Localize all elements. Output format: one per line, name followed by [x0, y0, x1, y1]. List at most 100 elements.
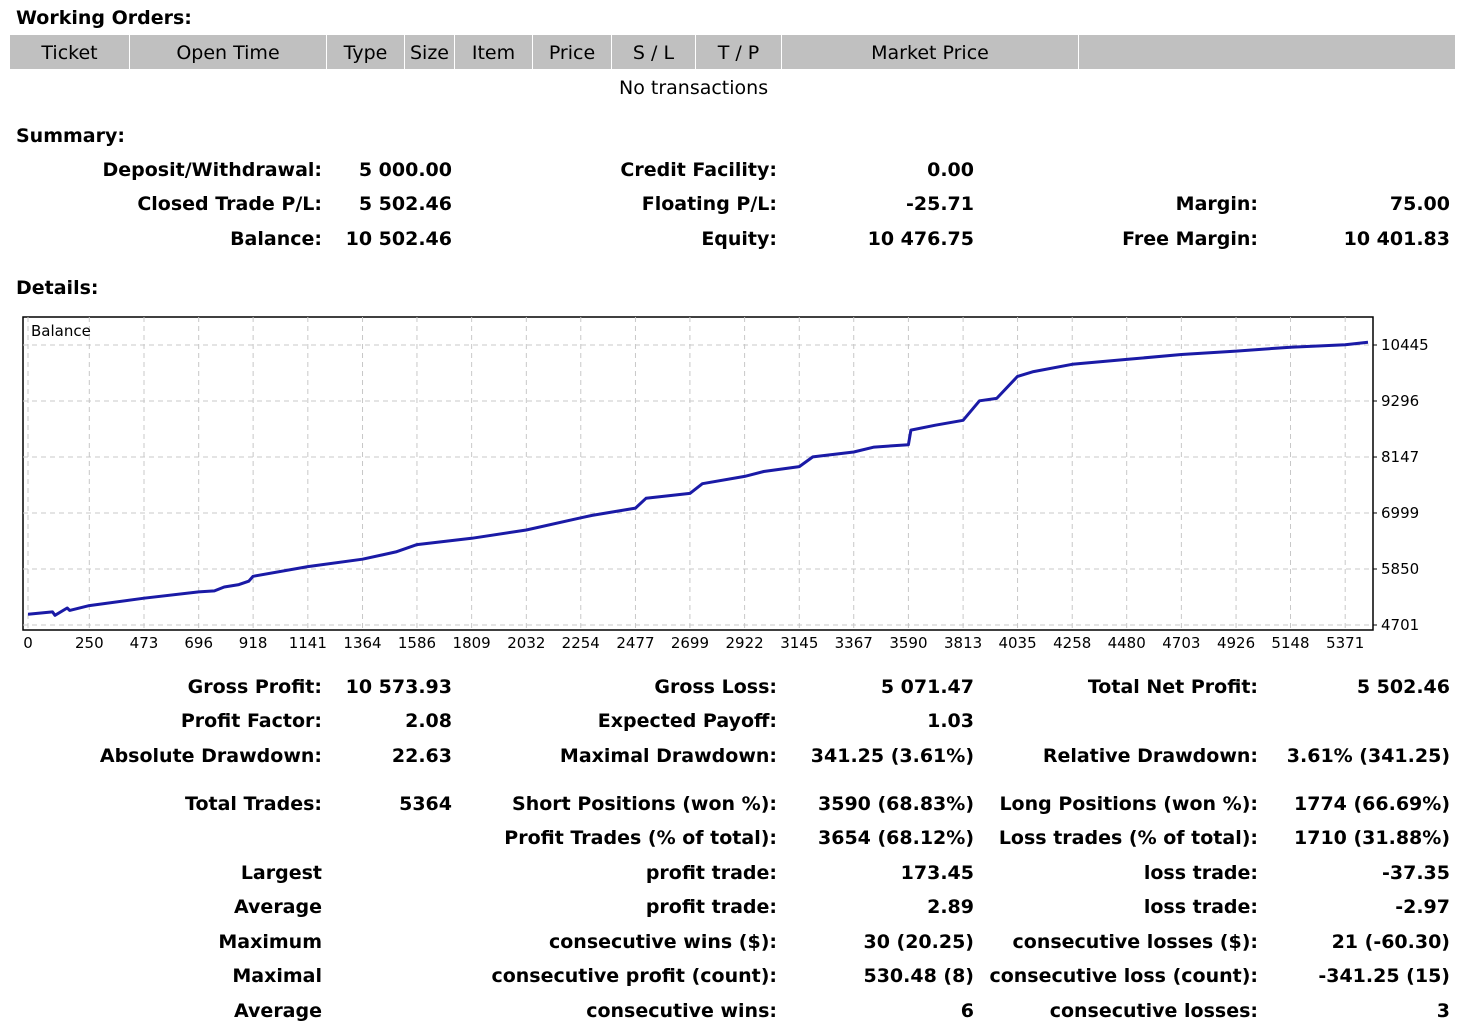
x-tick-label: 3813 [944, 634, 982, 652]
stat-value: -25.71 [906, 193, 974, 215]
x-tick-label: 3590 [889, 634, 927, 652]
stat-value: 6 [960, 1000, 974, 1022]
stat-label: Balance: [230, 228, 322, 250]
orders-col-header: Price [533, 35, 612, 69]
x-tick-label: 1586 [398, 634, 436, 652]
stat-label: Maximal Drawdown: [559, 745, 777, 767]
x-tick-label: 1141 [289, 634, 327, 652]
stat-label: consecutive profit (count): [491, 965, 777, 987]
stat-value: -2.97 [1395, 896, 1450, 918]
stat-value: -37.35 [1382, 862, 1450, 884]
stat-value: 22.63 [391, 745, 452, 767]
summary-title: Summary: [16, 125, 125, 147]
x-tick-label: 2477 [616, 634, 654, 652]
y-tick-label: 5850 [1381, 560, 1419, 578]
stat-label: Profit Trades (% of total): [504, 827, 777, 849]
stat-label: Credit Facility: [620, 159, 777, 181]
stat-value: 21 (-60.30) [1331, 931, 1450, 953]
working-orders-title: Working Orders: [16, 7, 192, 29]
x-tick-label: 4926 [1217, 634, 1255, 652]
stat-label: Floating P/L: [641, 193, 777, 215]
orders-col-header [1079, 35, 1456, 69]
chart-frame [22, 316, 1374, 631]
x-tick-label: 2032 [507, 634, 545, 652]
stat-value: 3654 (68.12%) [818, 827, 974, 849]
chart-title: Balance [31, 322, 91, 340]
stat-value: 30 (20.25) [863, 931, 974, 953]
x-tick-label: 4035 [998, 634, 1036, 652]
x-tick-label: 4703 [1162, 634, 1200, 652]
stat-value: 5 071.47 [880, 676, 974, 698]
stat-value: 173.45 [900, 862, 974, 884]
stat-label: consecutive loss (count): [989, 965, 1258, 987]
y-tick-label: 8147 [1381, 448, 1419, 466]
orders-col-header: Type [327, 35, 405, 69]
y-tick-label: 4701 [1381, 616, 1419, 634]
stat-label: consecutive wins: [586, 1000, 777, 1022]
x-tick-label: 2922 [726, 634, 764, 652]
stat-label: Gross Loss: [654, 676, 777, 698]
stat-value: 5 502.46 [1356, 676, 1450, 698]
orders-col-header: Market Price [782, 35, 1079, 69]
stat-label: Margin: [1175, 193, 1258, 215]
stat-label: Average [234, 896, 322, 918]
no-transactions-text: No transactions [619, 77, 769, 99]
stat-value: 3590 (68.83%) [818, 793, 974, 815]
orders-col-header: Size [405, 35, 455, 69]
stat-value: 341.25 (3.61%) [810, 745, 974, 767]
orders-col-header: T / P [696, 35, 782, 69]
stat-label: Total Net Profit: [1087, 676, 1258, 698]
stat-value: -341.25 (15) [1318, 965, 1450, 987]
stat-label: loss trade: [1143, 862, 1258, 884]
stat-value: 5 502.46 [358, 193, 452, 215]
orders-col-header: S / L [612, 35, 696, 69]
orders-col-header: Ticket [10, 35, 130, 69]
stat-value: 10 502.46 [345, 228, 452, 250]
stat-label: Relative Drawdown: [1042, 745, 1258, 767]
x-tick-label: 4258 [1053, 634, 1091, 652]
x-tick-label: 4480 [1108, 634, 1146, 652]
x-tick-label: 3367 [835, 634, 873, 652]
stat-value: 0.00 [927, 159, 974, 181]
stat-label: loss trade: [1143, 896, 1258, 918]
stat-label: consecutive losses ($): [1012, 931, 1259, 953]
stat-value: 530.48 (8) [863, 965, 974, 987]
stat-label: consecutive wins ($): [548, 931, 777, 953]
stat-value: 3 [1436, 1000, 1450, 1022]
x-tick-label: 918 [239, 634, 268, 652]
stat-label: Absolute Drawdown: [99, 745, 322, 767]
stat-value: 1.03 [927, 710, 974, 732]
x-tick-label: 5148 [1271, 634, 1309, 652]
x-tick-label: 696 [184, 634, 213, 652]
stat-label: Deposit/Withdrawal: [102, 159, 322, 181]
stat-label: Largest [240, 862, 322, 884]
stat-value: 75.00 [1389, 193, 1450, 215]
stat-value: 10 401.83 [1343, 228, 1450, 250]
stat-label: Total Trades: [185, 793, 322, 815]
stat-value: 2.89 [927, 896, 974, 918]
stat-label: Closed Trade P/L: [137, 193, 322, 215]
details-title: Details: [16, 277, 99, 299]
stat-value: 1774 (66.69%) [1294, 793, 1450, 815]
y-tick-label: 10445 [1381, 336, 1429, 354]
x-tick-label: 0 [23, 634, 33, 652]
stat-value: 10 476.75 [867, 228, 974, 250]
stat-label: consecutive losses: [1049, 1000, 1258, 1022]
x-tick-label: 1809 [453, 634, 491, 652]
stat-label: Profit Factor: [180, 710, 322, 732]
orders-col-header: Item [455, 35, 533, 69]
stat-value: 2.08 [405, 710, 452, 732]
stat-label: Gross Profit: [187, 676, 322, 698]
stat-label: Long Positions (won %): [999, 793, 1258, 815]
orders-col-header: Open Time [130, 35, 327, 69]
x-tick-label: 250 [75, 634, 104, 652]
y-tick-label: 6999 [1381, 504, 1419, 522]
stat-label: profit trade: [645, 896, 777, 918]
stat-label: Equity: [701, 228, 777, 250]
stat-label: Expected Payoff: [597, 710, 777, 732]
stat-label: Short Positions (won %): [512, 793, 777, 815]
stat-label: Loss trades (% of total): [998, 827, 1258, 849]
stat-label: Maximum [218, 931, 322, 953]
stat-value: 1710 (31.88%) [1294, 827, 1450, 849]
